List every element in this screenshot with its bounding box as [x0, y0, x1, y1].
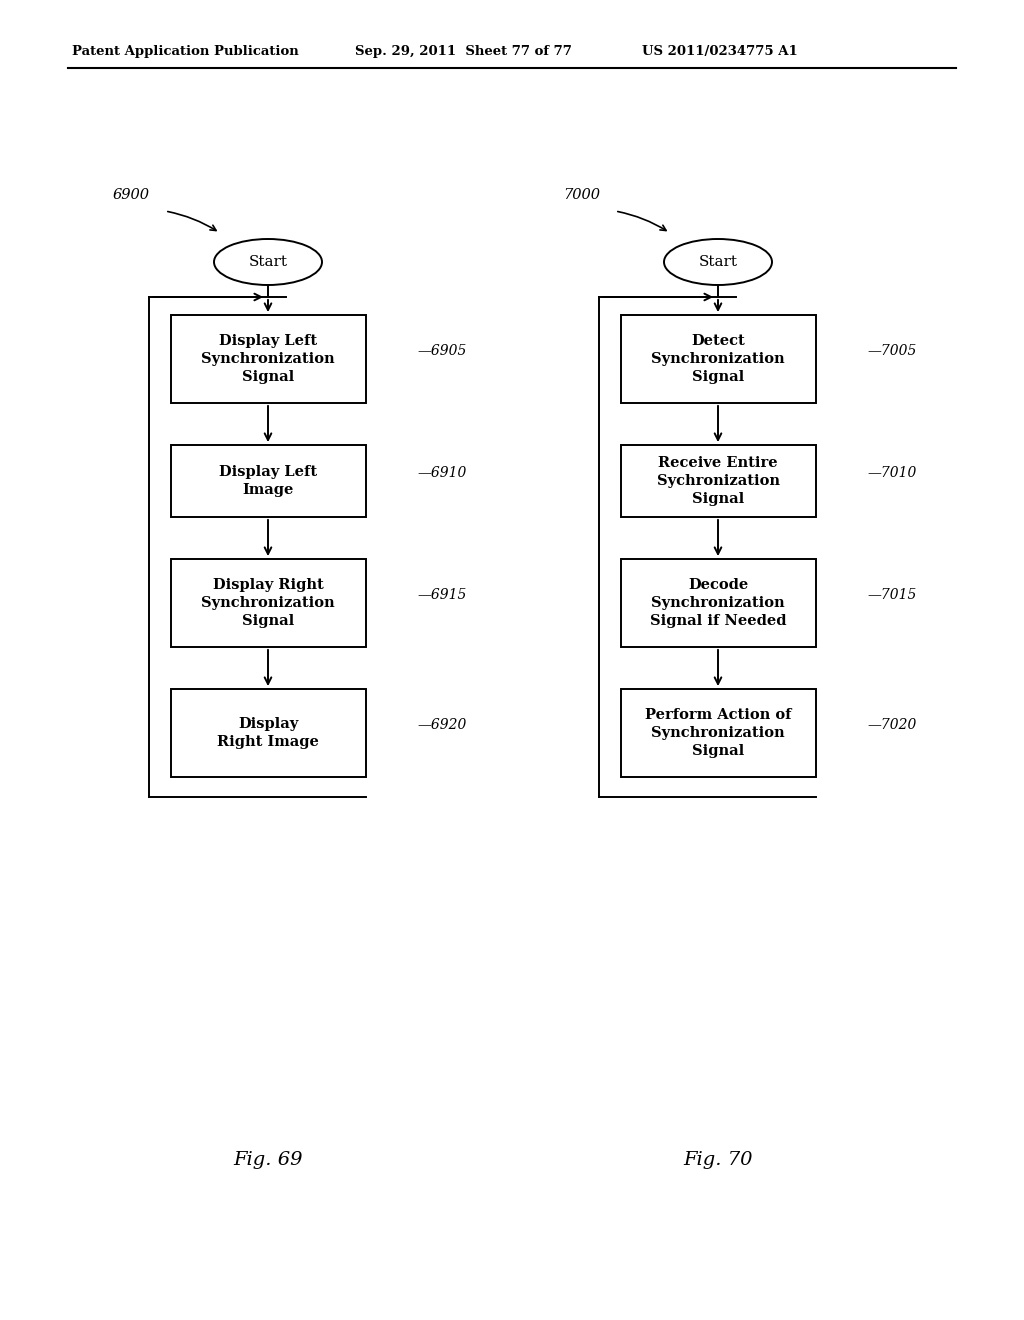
Bar	[171, 558, 366, 647]
Text: Fig. 70: Fig. 70	[683, 1151, 753, 1170]
Bar	[621, 689, 815, 777]
Text: Display
Right Image: Display Right Image	[217, 717, 318, 748]
Bar	[621, 558, 815, 647]
Text: —6905: —6905	[418, 345, 467, 358]
Text: Sep. 29, 2011  Sheet 77 of 77: Sep. 29, 2011 Sheet 77 of 77	[355, 45, 571, 58]
Text: Detect
Synchronization
Signal: Detect Synchronization Signal	[651, 334, 784, 384]
Bar	[171, 445, 366, 517]
Text: Patent Application Publication: Patent Application Publication	[72, 45, 299, 58]
Text: Display Left
Synchronization
Signal: Display Left Synchronization Signal	[201, 334, 335, 384]
Text: —7005: —7005	[867, 345, 916, 358]
Text: 7000: 7000	[563, 187, 600, 202]
Text: 6900: 6900	[113, 187, 150, 202]
Text: Receive Entire
Sychronization
Signal: Receive Entire Sychronization Signal	[656, 457, 779, 506]
Text: —6910: —6910	[418, 466, 467, 480]
Text: Start: Start	[249, 255, 288, 269]
Bar	[621, 445, 815, 517]
Text: —6920: —6920	[418, 718, 467, 733]
Text: —6915: —6915	[418, 587, 467, 602]
Bar	[171, 315, 366, 403]
Bar	[621, 315, 815, 403]
Text: Display Right
Synchronization
Signal: Display Right Synchronization Signal	[201, 578, 335, 628]
Text: —7015: —7015	[867, 587, 916, 602]
Text: Start: Start	[698, 255, 737, 269]
Text: Display Left
Image: Display Left Image	[219, 465, 317, 496]
Text: Decode
Synchronization
Signal if Needed: Decode Synchronization Signal if Needed	[650, 578, 786, 628]
Text: US 2011/0234775 A1: US 2011/0234775 A1	[642, 45, 798, 58]
Text: Perform Action of
Synchronization
Signal: Perform Action of Synchronization Signal	[645, 708, 792, 758]
Text: Fig. 69: Fig. 69	[233, 1151, 303, 1170]
Text: —7020: —7020	[867, 718, 916, 733]
Bar	[171, 689, 366, 777]
Text: —7010: —7010	[867, 466, 916, 480]
